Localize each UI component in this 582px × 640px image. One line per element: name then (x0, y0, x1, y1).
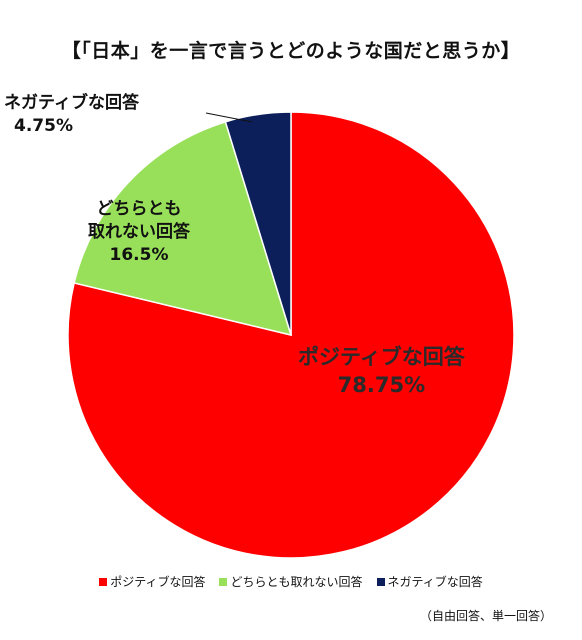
chart-title: 【「日本」を一言で言うとどのような国だと思うか】 (61, 40, 521, 62)
pie-slice-neutral (73, 120, 293, 337)
legend-item-neutral: どちらとも取れない回答 (219, 573, 363, 590)
legend-label-positive: ポジティブな回答 (110, 575, 206, 589)
pie-slice-negative (224, 111, 292, 336)
legend: ポジティブな回答 どちらとも取れない回答 ネガティブな回答 (0, 573, 582, 590)
negative-leader-line (205, 112, 253, 123)
legend-item-negative: ネガティブな回答 (376, 573, 483, 590)
slice-label-neutral-value: 16.5% (109, 244, 169, 265)
pie-slice-positive (67, 111, 515, 559)
legend-label-negative: ネガティブな回答 (387, 575, 483, 589)
slice-label-positive-value: 78.75% (337, 373, 426, 398)
legend-item-positive: ポジティブな回答 (99, 573, 205, 590)
legend-swatch-neutral (219, 577, 228, 586)
slice-label-neutral-line2: 取れない回答 (88, 221, 190, 242)
slice-label-positive-name: ポジティブな回答 (298, 345, 465, 369)
slice-label-negative: ネガティブな回答 4.75% (4, 92, 139, 138)
slice-label-negative-value: 4.75% (14, 115, 73, 136)
legend-swatch-positive (99, 577, 108, 586)
legend-label-neutral: どちらとも取れない回答 (230, 575, 363, 589)
legend-swatch-negative (376, 577, 385, 586)
slice-label-negative-name: ネガティブな回答 (4, 93, 139, 113)
footnote: （自由回答、単一回答） (419, 609, 552, 623)
slice-label-positive: ポジティブな回答 78.75% (298, 343, 465, 400)
slice-label-neutral: どちらとも 取れない回答 16.5% (88, 198, 190, 267)
slice-label-neutral-line1: どちらとも (96, 199, 182, 219)
